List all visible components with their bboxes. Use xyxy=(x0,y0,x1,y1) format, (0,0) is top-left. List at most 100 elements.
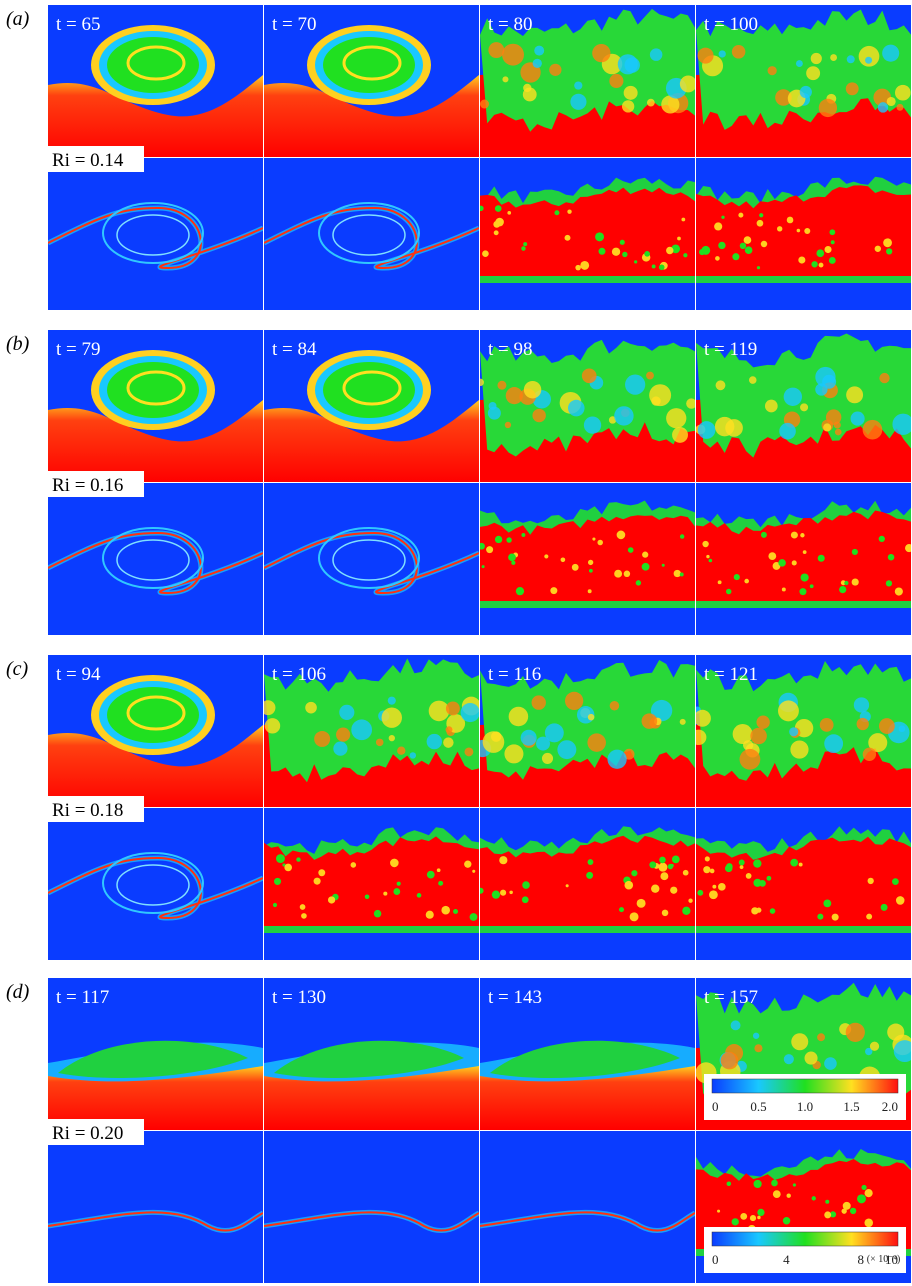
turbulent-patch xyxy=(619,239,625,245)
turbulent-patch xyxy=(521,532,526,537)
turbulent-patch xyxy=(817,554,825,562)
turbulent-patch xyxy=(725,588,732,595)
turbulent-patch xyxy=(659,856,666,864)
turbulent-patch xyxy=(464,860,472,868)
lens xyxy=(58,1040,248,1078)
turbulent-patch xyxy=(661,563,665,567)
density-field xyxy=(264,5,479,157)
turbulent-patch xyxy=(607,749,627,769)
turbulent-band xyxy=(696,510,911,601)
field xyxy=(480,483,695,635)
turbulent-band xyxy=(264,836,479,926)
turbulent-patch xyxy=(768,552,777,561)
turbulent-patch xyxy=(381,707,402,728)
colorbar-tick: 4 xyxy=(783,1252,790,1267)
field xyxy=(696,655,911,807)
turbulent-patch xyxy=(878,535,885,542)
time-label: t = 94 xyxy=(56,664,101,685)
vortex-inner-ring xyxy=(342,45,402,81)
turbulent-patch xyxy=(313,877,321,885)
turbulent-patch xyxy=(658,862,668,872)
turbulent-patch xyxy=(679,534,685,539)
dissipation-field xyxy=(48,808,263,960)
turbulent-patch xyxy=(756,715,770,729)
turbulent-patch xyxy=(804,228,811,235)
heavy-layer xyxy=(480,1066,695,1130)
turbulent-patch xyxy=(850,411,865,426)
turbulent-patch xyxy=(811,261,818,268)
turbulent-patch xyxy=(375,738,384,747)
turbulent-patch xyxy=(480,99,490,109)
dissipation-field xyxy=(480,483,695,635)
dissipation-field xyxy=(696,808,911,960)
turbulent-patch xyxy=(818,98,838,118)
field xyxy=(48,808,263,960)
dissipation-field xyxy=(480,1131,695,1283)
turbulent-patch xyxy=(679,718,686,725)
background xyxy=(48,158,263,310)
turbulent-patch xyxy=(598,247,606,255)
turbulent-patch xyxy=(301,913,307,919)
background xyxy=(264,158,479,310)
turbulent-patch xyxy=(650,699,673,722)
turbulent-patch xyxy=(786,216,794,224)
turbulent-patch xyxy=(387,696,396,705)
turbulent-patch xyxy=(532,408,546,423)
turbulent-patch xyxy=(717,580,722,585)
turbulent-patch xyxy=(739,748,761,770)
turbulent-patch xyxy=(282,863,286,867)
field xyxy=(48,483,263,635)
turbulent-patch xyxy=(851,578,859,586)
turbulent-patch xyxy=(505,387,523,405)
turbulent-patch xyxy=(523,242,528,247)
turbulent-patch xyxy=(771,1179,778,1187)
turbulent-patch xyxy=(564,691,584,711)
turbulent-patch xyxy=(896,103,904,111)
turbulent-patch xyxy=(522,87,537,102)
turbulent-patch xyxy=(409,752,417,759)
turbulent-patch xyxy=(772,562,781,570)
colorbar-tick: 8 xyxy=(858,1252,865,1267)
ri-label-box xyxy=(48,1119,144,1145)
turbulent-patch xyxy=(878,718,895,734)
turbulent-patch xyxy=(565,884,569,888)
turbulent-patch xyxy=(800,403,809,412)
turbulent-patch xyxy=(717,1209,721,1213)
turbulent-patch xyxy=(718,883,726,891)
turbulent-patch xyxy=(500,889,507,896)
turbulent-patch xyxy=(305,701,317,714)
turbulent-patch xyxy=(844,580,849,586)
turbulent-patch xyxy=(557,740,577,760)
turbulent-patch xyxy=(686,398,695,409)
turbulent-patch xyxy=(581,368,597,384)
field xyxy=(696,483,911,635)
turbulent-patch xyxy=(472,869,476,873)
turbulent-patch xyxy=(830,240,835,245)
turbulent-patch xyxy=(696,709,711,727)
density-field xyxy=(264,330,479,482)
dissipation-field xyxy=(48,1131,263,1283)
turbulent-patch xyxy=(544,723,564,743)
turbulent-patch xyxy=(749,1214,757,1222)
turbulent-patch xyxy=(614,569,623,578)
turbulent-patch xyxy=(756,219,764,227)
panel-label: (d) xyxy=(6,981,30,1003)
turbulent-patch xyxy=(350,862,357,868)
panel-label: (a) xyxy=(6,8,30,30)
turbulent-patch xyxy=(623,85,638,100)
turbulent-patch xyxy=(824,245,832,254)
turbulent-patch xyxy=(296,857,301,862)
turbulent-patch xyxy=(818,262,824,268)
turbulent-patch xyxy=(802,550,807,555)
mixed-band xyxy=(696,9,911,130)
turbulent-patch xyxy=(534,45,545,56)
turbulent-patch xyxy=(588,568,593,573)
turbulent-patch xyxy=(816,249,825,258)
field xyxy=(480,655,695,807)
colorbar-tick: 1.5 xyxy=(843,1099,859,1114)
turbulent-patch xyxy=(834,428,842,436)
field xyxy=(696,808,911,960)
turbulent-patch xyxy=(520,729,537,746)
turbulent-patch xyxy=(740,1212,748,1220)
turbulent-patch xyxy=(751,907,759,915)
